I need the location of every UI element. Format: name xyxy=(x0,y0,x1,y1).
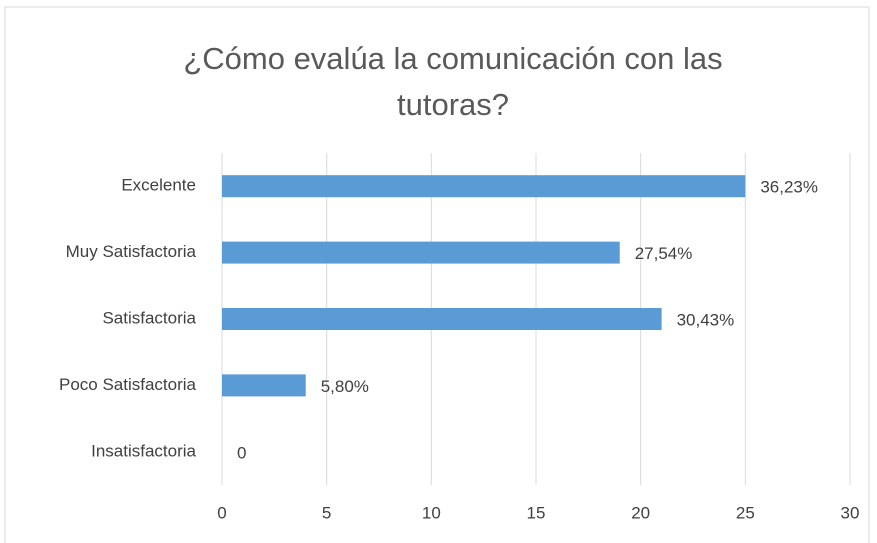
data-label: 27,54% xyxy=(635,244,693,263)
x-tick-label: 15 xyxy=(527,503,546,522)
chart-title: ¿Cómo evalúa la comunicación con las tut… xyxy=(183,41,723,122)
data-label: 0 xyxy=(237,443,246,462)
bar xyxy=(222,308,662,330)
x-tick-label: 30 xyxy=(841,503,860,522)
data-label: 30,43% xyxy=(677,310,735,329)
y-tick-label: Poco Satisfactoria xyxy=(59,375,197,394)
y-tick-label: Satisfactoria xyxy=(102,308,196,327)
x-tick-label: 20 xyxy=(631,503,650,522)
data-label: 36,23% xyxy=(760,178,818,197)
x-tick-label: 0 xyxy=(217,503,226,522)
y-tick-label: Muy Satisfactoria xyxy=(66,242,197,261)
x-tick-label: 10 xyxy=(422,503,441,522)
bar xyxy=(222,241,620,264)
y-tick-label: Insatisfactoria xyxy=(91,441,196,460)
bar xyxy=(222,175,746,198)
y-tick-label: Excelente xyxy=(121,176,196,195)
x-tick-label: 25 xyxy=(736,503,755,522)
data-label: 5,80% xyxy=(321,377,369,396)
x-tick-label: 5 xyxy=(322,503,331,522)
bar xyxy=(222,374,306,397)
chart-border xyxy=(4,6,870,543)
